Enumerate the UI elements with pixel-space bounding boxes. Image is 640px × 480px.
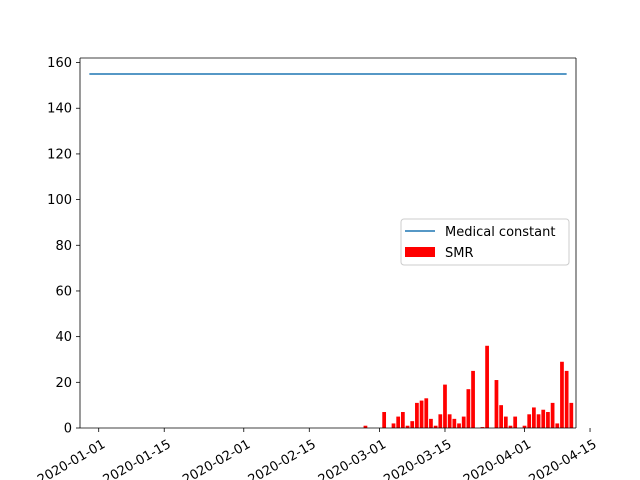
smr-bar (363, 425, 368, 428)
y-tick-label: 120 (47, 147, 72, 162)
smr-bar (447, 414, 452, 428)
smr-bar (461, 416, 466, 428)
y-axis-ticks: 0 20 40 60 80 100 120 140 160 (47, 56, 80, 437)
smr-bar (438, 414, 443, 428)
smr-bar (569, 402, 574, 428)
smr-bar (550, 402, 555, 428)
smr-bar (457, 423, 461, 428)
smr-bar (424, 398, 429, 428)
legend-label-medical-constant: Medical constant (445, 225, 555, 240)
smr-bar (555, 423, 560, 428)
smr-bars (363, 345, 574, 428)
smr-bar (503, 416, 508, 428)
smr-bar (485, 345, 489, 428)
smr-bar (415, 402, 419, 428)
smr-bar (405, 425, 410, 428)
plot-frame (79, 57, 577, 429)
smr-bar (564, 370, 569, 428)
y-tick-label: 140 (47, 102, 72, 117)
legend-box (400, 218, 570, 266)
smr-bar (433, 425, 438, 428)
smr-bar (499, 405, 504, 428)
y-tick-label: 60 (55, 284, 72, 299)
y-tick-label: 160 (47, 56, 72, 71)
legend-patch-swatch (405, 247, 435, 257)
smr-bar (508, 425, 513, 428)
smr-bar (522, 425, 527, 428)
smr-bar (546, 412, 550, 428)
smr-bar (480, 427, 485, 428)
legend-label-smr: SMR (445, 246, 474, 261)
smr-bar (382, 412, 387, 428)
smr-bar (466, 389, 471, 428)
y-tick-label: 100 (47, 193, 72, 208)
smr-bar (541, 409, 546, 428)
smr-bar (513, 416, 518, 428)
smr-bar (396, 416, 401, 428)
smr-bar (443, 384, 447, 428)
smr-bar (419, 400, 424, 428)
smr-bar (527, 414, 532, 428)
smr-bar (536, 414, 541, 428)
smr-bar (429, 418, 433, 428)
smr-bar (532, 407, 536, 428)
smr-bar (400, 412, 405, 428)
legend: Medical constant SMR (400, 218, 570, 266)
y-tick-label: 80 (55, 239, 72, 254)
smr-bar (471, 370, 475, 428)
smr-bar (560, 361, 564, 428)
smr-bar (452, 418, 457, 428)
y-tick-label: 0 (64, 422, 72, 437)
smr-bar (391, 423, 396, 428)
y-tick-label: 20 (55, 376, 72, 391)
smr-bar (494, 380, 499, 428)
smr-bar (410, 421, 415, 428)
y-tick-label: 40 (55, 330, 72, 345)
